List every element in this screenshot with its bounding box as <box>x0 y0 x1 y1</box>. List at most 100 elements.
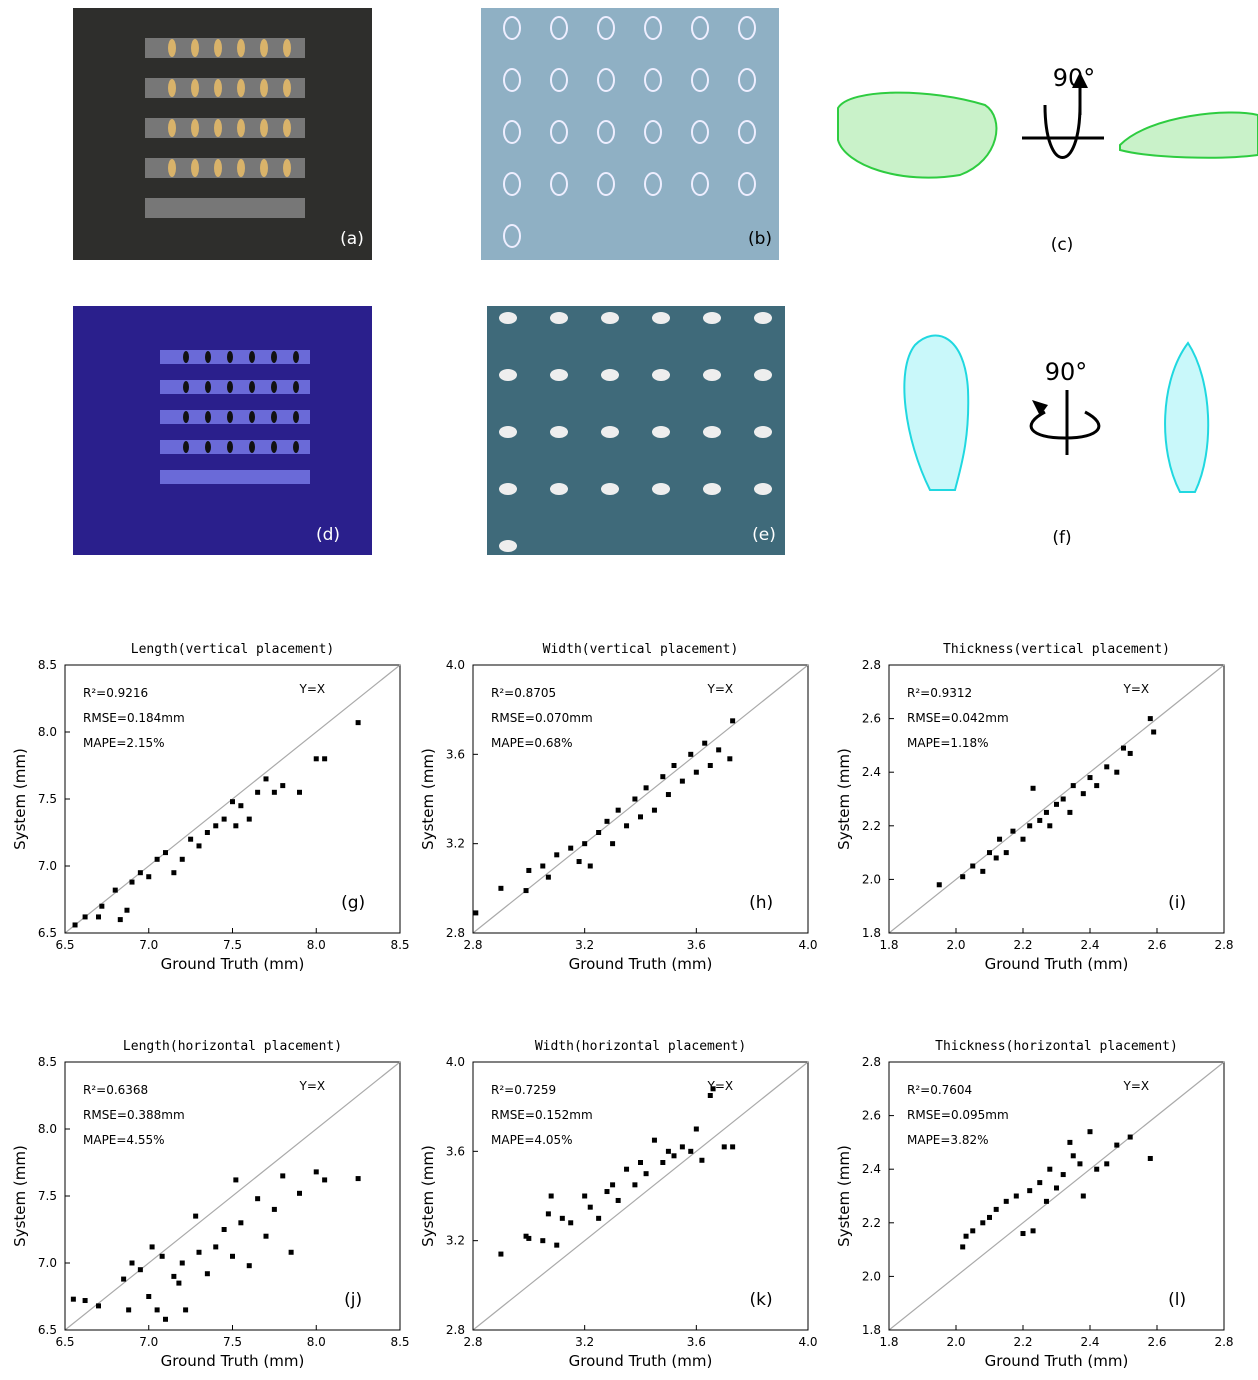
point <box>666 1149 671 1154</box>
grain <box>237 79 245 97</box>
point <box>554 1243 559 1248</box>
reference-label: Y=X <box>1123 682 1150 696</box>
chart: 2.83.23.64.02.83.23.64.0Width(vertical p… <box>419 642 818 973</box>
grain <box>191 39 199 57</box>
point <box>99 904 104 909</box>
chart-title: Width(horizontal placement) <box>535 1039 746 1054</box>
point <box>644 785 649 790</box>
point <box>356 1176 361 1181</box>
panel-label: (b) <box>748 229 772 249</box>
point <box>83 1298 88 1303</box>
reference-label: Y=X <box>299 1079 326 1093</box>
point <box>1151 730 1156 735</box>
point <box>1021 837 1026 842</box>
seed-scan <box>550 369 568 381</box>
point <box>238 1220 243 1225</box>
point <box>605 819 610 824</box>
grain <box>271 381 277 393</box>
point <box>694 770 699 775</box>
grain <box>283 119 291 137</box>
point <box>322 1177 327 1182</box>
grain <box>205 351 211 363</box>
point <box>280 783 285 788</box>
point <box>1094 783 1099 788</box>
x-tick-label: 2.2 <box>1013 938 1032 952</box>
seed-scan <box>652 369 670 381</box>
panel-label: (e) <box>752 525 776 545</box>
point <box>96 1303 101 1308</box>
point <box>1077 1161 1082 1166</box>
y-axis-label: System (mm) <box>11 748 29 850</box>
grain <box>260 159 268 177</box>
point <box>1004 850 1009 855</box>
y-tick-label: 1.8 <box>862 926 881 940</box>
point <box>660 774 665 779</box>
grain <box>249 411 255 423</box>
seed-scan <box>601 312 619 324</box>
x-tick-label: 6.5 <box>55 1335 74 1349</box>
x-tick-label: 4.0 <box>798 938 817 952</box>
point <box>1081 791 1086 796</box>
point <box>83 914 88 919</box>
y-tick-label: 2.8 <box>862 1055 881 1069</box>
y-axis-label: System (mm) <box>419 748 437 850</box>
point <box>1061 797 1066 802</box>
point <box>672 1153 677 1158</box>
point <box>230 1254 235 1259</box>
seed-scan <box>499 312 517 324</box>
point <box>163 1317 168 1322</box>
point <box>1114 1143 1119 1148</box>
point <box>652 808 657 813</box>
chart-title: Length(horizontal placement) <box>123 1039 342 1054</box>
grain <box>191 79 199 97</box>
point <box>1054 802 1059 807</box>
x-tick-label: 7.5 <box>223 938 242 952</box>
grain <box>271 441 277 453</box>
annotation: MAPE=3.82% <box>907 1133 989 1147</box>
point <box>171 870 176 875</box>
y-tick-label: 6.5 <box>38 1323 57 1337</box>
point <box>1010 829 1015 834</box>
point <box>230 799 235 804</box>
grain <box>271 351 277 363</box>
chart: 1.82.02.22.42.62.81.82.02.22.42.62.8Thic… <box>835 1039 1234 1370</box>
point <box>233 823 238 828</box>
point <box>138 870 143 875</box>
x-tick-label: 2.0 <box>946 938 965 952</box>
point <box>272 790 277 795</box>
annotation: RMSE=0.388mm <box>83 1108 185 1122</box>
point <box>213 1244 218 1249</box>
tape-strip <box>160 410 310 424</box>
point <box>632 797 637 802</box>
point <box>73 922 78 927</box>
panel-label: (i) <box>1168 893 1186 913</box>
point <box>126 1307 131 1312</box>
point <box>605 1189 610 1194</box>
point <box>1094 1167 1099 1172</box>
photo-d-shade <box>73 306 372 555</box>
grain <box>260 119 268 137</box>
seed-scan <box>499 483 517 495</box>
grain <box>293 441 299 453</box>
grain <box>260 39 268 57</box>
point <box>582 1194 587 1199</box>
mesh-f-left <box>904 335 968 490</box>
grain <box>283 79 291 97</box>
point <box>171 1274 176 1279</box>
x-axis-label: Ground Truth (mm) <box>161 955 305 973</box>
point <box>616 1198 621 1203</box>
point <box>638 814 643 819</box>
reference-label: Y=X <box>707 1079 734 1093</box>
point <box>498 886 503 891</box>
y-axis-label: System (mm) <box>835 748 853 850</box>
grain <box>205 441 211 453</box>
annotation: R²=0.7259 <box>491 1083 556 1097</box>
point <box>1014 1194 1019 1199</box>
point <box>540 864 545 869</box>
seed-scan <box>754 426 772 438</box>
point <box>568 846 573 851</box>
figure: (a) (b) (c) (d) (e) (f) 90° 90° 6.57.07.… <box>0 0 1258 1380</box>
panel-label: (l) <box>1168 1290 1186 1310</box>
point <box>610 841 615 846</box>
point <box>980 1220 985 1225</box>
